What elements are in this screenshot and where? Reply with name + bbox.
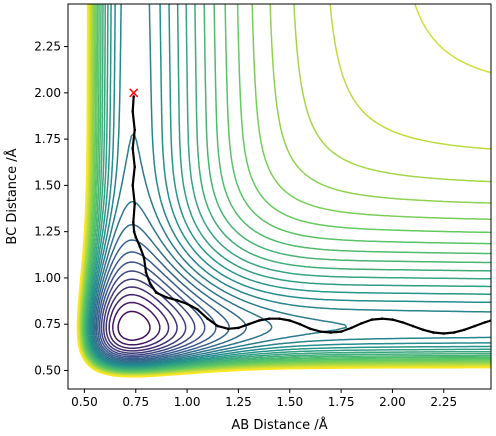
contour-line (98, 261, 206, 358)
trajectory-point (216, 324, 220, 328)
trajectory-point (206, 317, 209, 320)
contour-lines (76, 4, 491, 378)
trajectory-point (401, 321, 405, 324)
contour-line (91, 133, 348, 365)
x-tick-label: 0.75 (122, 395, 149, 409)
trajectory-point (142, 256, 146, 259)
trajectory-point (138, 245, 142, 248)
trajectory-line (131, 96, 491, 335)
trajectory-point (267, 317, 271, 320)
contour-line (76, 4, 491, 378)
trajectory-point (452, 331, 456, 334)
trajectory-point (411, 324, 415, 328)
x-tick-label: 2.25 (430, 395, 457, 409)
trajectory-point (360, 321, 363, 325)
trajectory-point (237, 326, 240, 330)
marker-layer (129, 88, 139, 98)
trajectory-point (432, 331, 435, 334)
trajectory-point (133, 165, 137, 169)
contour-line (80, 4, 491, 374)
x-tick-label: 1.75 (328, 395, 355, 409)
y-tick-label: 2.00 (34, 86, 61, 100)
contour-line (95, 239, 230, 361)
y-tick-label: 0.75 (34, 317, 61, 331)
start-marker (129, 88, 139, 98)
y-axis-label: BC Distance /Å (4, 148, 20, 244)
trajectory-point (350, 326, 353, 330)
trajectory-point (298, 322, 302, 326)
x-tick-label: 1.50 (276, 395, 303, 409)
y-tick-label: 2.25 (34, 40, 61, 54)
trajectory-point (131, 221, 135, 224)
contour-line (85, 4, 491, 370)
trajectory-point (175, 298, 179, 302)
trajectory-point (473, 324, 476, 328)
contour-line (97, 251, 217, 360)
trajectory-point (391, 318, 394, 321)
x-tick-label: 1.25 (225, 395, 252, 409)
contour-line (93, 223, 248, 362)
trajectory-point (196, 308, 199, 311)
contour-line (90, 4, 491, 366)
x-tick-label: 2.00 (379, 395, 406, 409)
y-tick-label: 0.50 (34, 363, 61, 377)
contour-line (108, 293, 170, 349)
contour-line (112, 301, 161, 346)
trajectory-point (257, 319, 261, 322)
contour-line (87, 4, 491, 368)
trajectory-point (154, 291, 158, 295)
contour-line (84, 4, 491, 371)
trajectory-point (131, 110, 134, 113)
contour-line (105, 286, 178, 352)
contour-line (88, 4, 491, 367)
x-tick-label: 0.50 (71, 395, 98, 409)
y-tick-label: 1.75 (34, 132, 61, 146)
trajectory-point (148, 282, 152, 285)
trajectory-point (442, 332, 446, 335)
trajectory-point (339, 330, 343, 333)
trajectory-point (131, 184, 134, 187)
plot-frame (67, 3, 492, 390)
contour-line (86, 4, 491, 369)
trajectory-layer (131, 95, 491, 335)
trajectory-point (226, 327, 230, 331)
y-tick-label: 1.50 (34, 178, 61, 192)
trajectory-point (463, 328, 466, 332)
x-tick-label: 1.00 (174, 395, 201, 409)
trajectory-point (421, 328, 425, 332)
contour-line (92, 200, 273, 364)
trajectory-point (132, 95, 136, 98)
trajectory-point (319, 330, 322, 333)
contour-line (117, 310, 151, 341)
trajectory-point (380, 317, 384, 320)
trajectory-point (132, 230, 136, 233)
y-axis-ticks: 0.50 0.75 1.00 1.25 1.50 1.75 2.00 2.25 (34, 40, 68, 377)
trajectory-point (165, 296, 168, 299)
trajectory-point (131, 147, 134, 150)
trajectory-point (133, 128, 137, 132)
x-axis-ticks: 0.50 0.75 1.00 1.25 1.50 1.75 2.00 2.25 (71, 389, 457, 409)
contour-line (80, 4, 491, 375)
trajectory-point (483, 321, 487, 324)
y-tick-label: 1.25 (34, 225, 61, 239)
contour-line (83, 4, 491, 372)
x-axis-label: AB Distance /Å (231, 417, 327, 433)
trajectory-point (133, 202, 137, 206)
y-tick-label: 1.00 (34, 271, 61, 285)
trajectory-point (309, 327, 312, 331)
trajectory-point (185, 302, 189, 306)
trajectory-point (144, 271, 148, 274)
trajectory-point (370, 318, 374, 321)
trajectory-point (278, 317, 281, 320)
trajectory-point (288, 319, 292, 322)
trajectory-point (134, 235, 138, 239)
trajectory-point (329, 331, 333, 334)
trajectory-point (247, 322, 250, 326)
contour-line (84, 4, 491, 371)
